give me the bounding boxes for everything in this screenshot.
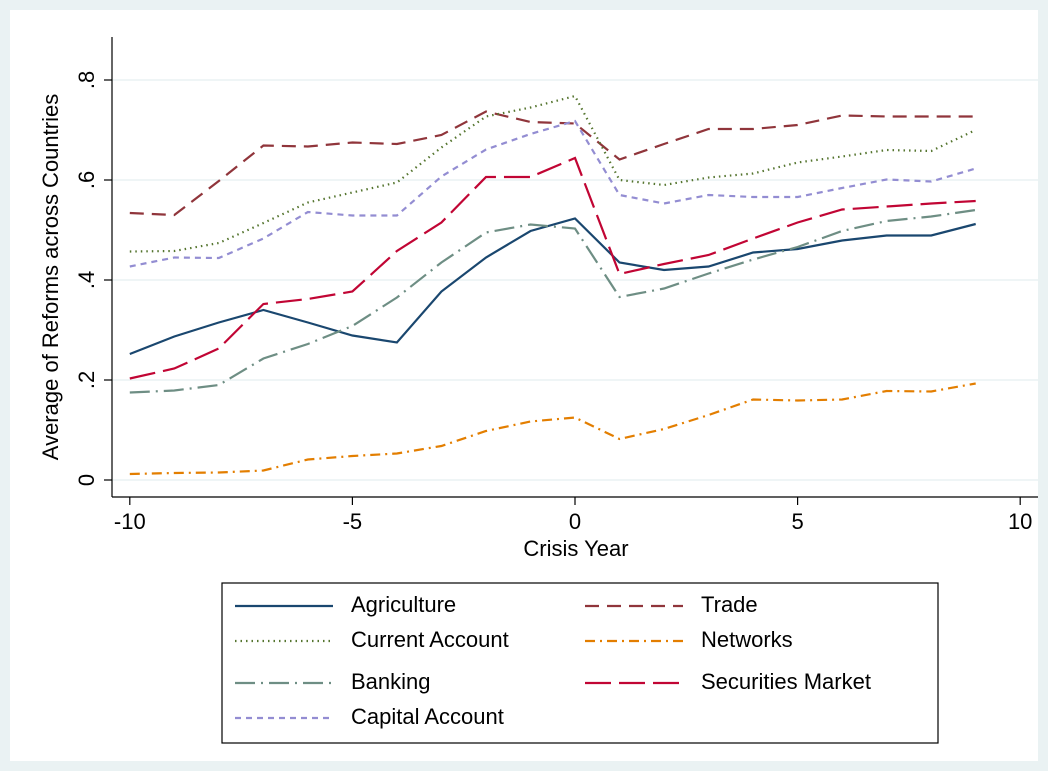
legend-label: Agriculture [351, 592, 456, 617]
x-tick-label: 0 [569, 509, 581, 534]
y-tick-label: .8 [74, 71, 99, 89]
y-tick-label: .4 [74, 271, 99, 289]
series-line [129, 119, 977, 268]
x-tick-label: -10 [114, 509, 146, 534]
legend-label: Networks [701, 627, 793, 652]
series-line [129, 208, 976, 394]
legend-label: Trade [701, 592, 758, 617]
x-tick-label: 10 [1008, 509, 1032, 534]
legend-label: Securities Market [701, 669, 871, 694]
x-tick-label: -5 [343, 509, 363, 534]
y-tick-label: 0 [74, 474, 99, 486]
y-axis-label: Average of Reforms across Countries [38, 94, 63, 460]
legend-label: Capital Account [351, 704, 504, 729]
series-line [129, 217, 976, 356]
x-tick-label: 5 [791, 509, 803, 534]
legend-label: Current Account [351, 627, 509, 652]
series-line [129, 382, 976, 476]
legend-label: Banking [351, 669, 431, 694]
y-tick-label: .6 [74, 171, 99, 189]
legend-box [221, 582, 939, 744]
y-tick-label: .2 [74, 371, 99, 389]
series-line [129, 110, 976, 217]
x-axis-label: Crisis Year [523, 536, 628, 561]
series-line [129, 156, 976, 380]
